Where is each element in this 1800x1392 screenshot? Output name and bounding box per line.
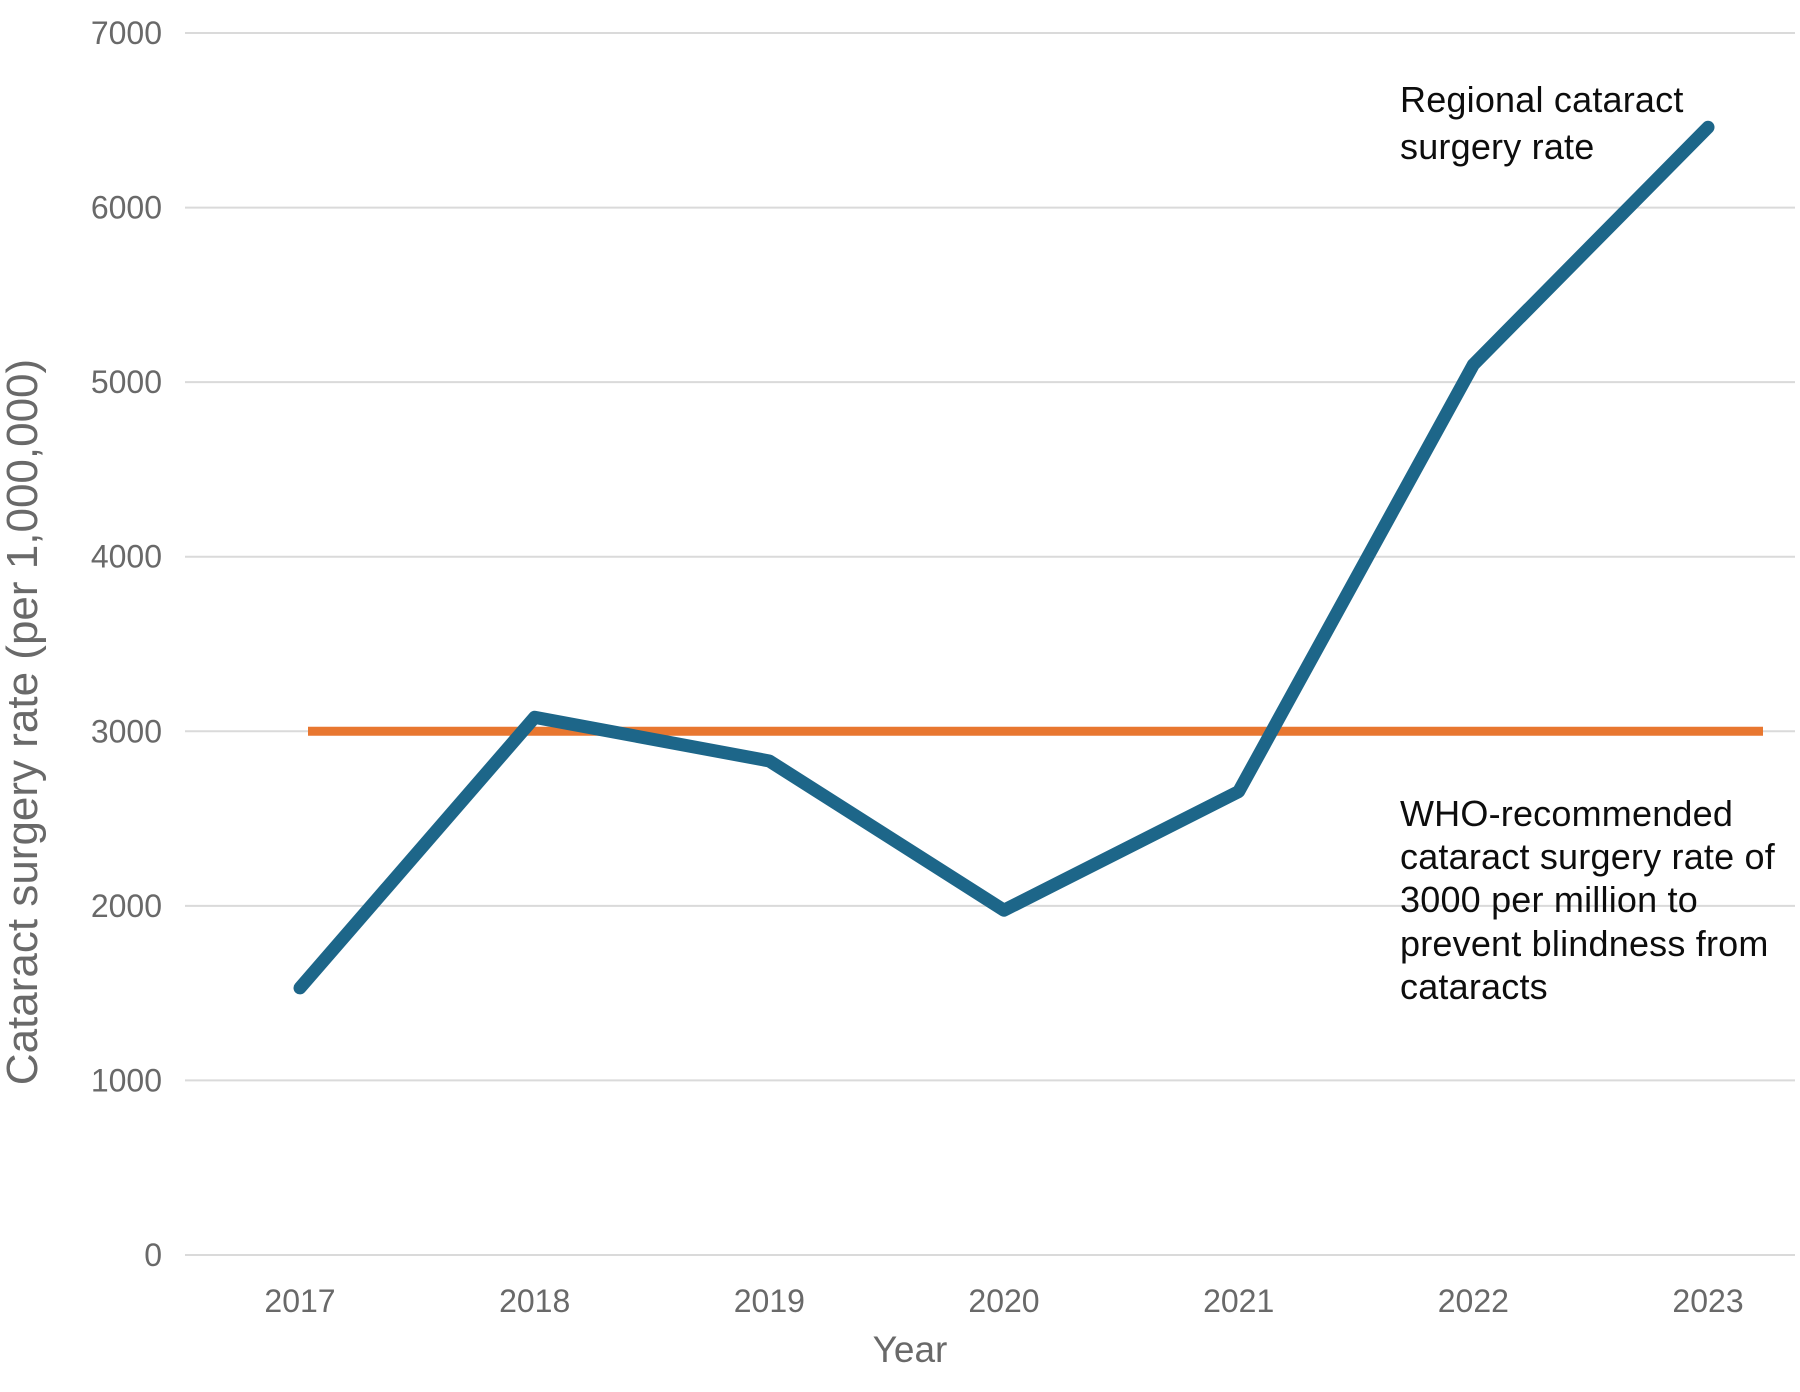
y-tick-label: 1000 xyxy=(91,1062,162,1098)
who-reference-label: WHO-recommended cataract surgery rate of… xyxy=(1400,793,1775,1007)
y-tick-label: 4000 xyxy=(91,539,162,575)
y-tick-label: 6000 xyxy=(91,190,162,226)
y-tick-label: 3000 xyxy=(91,713,162,749)
regional-rate-line xyxy=(293,120,1715,995)
x-tick-label: 2023 xyxy=(1672,1283,1743,1319)
x-tick-label: 2019 xyxy=(734,1283,805,1319)
series-direct-label: Regional cataract surgery rate xyxy=(1400,79,1684,167)
y-tick-label: 7000 xyxy=(91,15,162,51)
y-tick-label: 0 xyxy=(144,1237,162,1273)
x-tick-label: 2022 xyxy=(1438,1283,1509,1319)
x-tick-label: 2021 xyxy=(1203,1283,1274,1319)
x-tick-label: 2017 xyxy=(264,1283,335,1319)
y-tick-label: 5000 xyxy=(91,364,162,400)
x-tick-label: 2018 xyxy=(499,1283,570,1319)
x-tick-label: 2020 xyxy=(968,1283,1039,1319)
x-axis-title: Year xyxy=(873,1329,948,1370)
y-axis-title: Cataract surgery rate (per 1,000,000) xyxy=(0,359,47,1085)
y-tick-label: 2000 xyxy=(91,888,162,924)
